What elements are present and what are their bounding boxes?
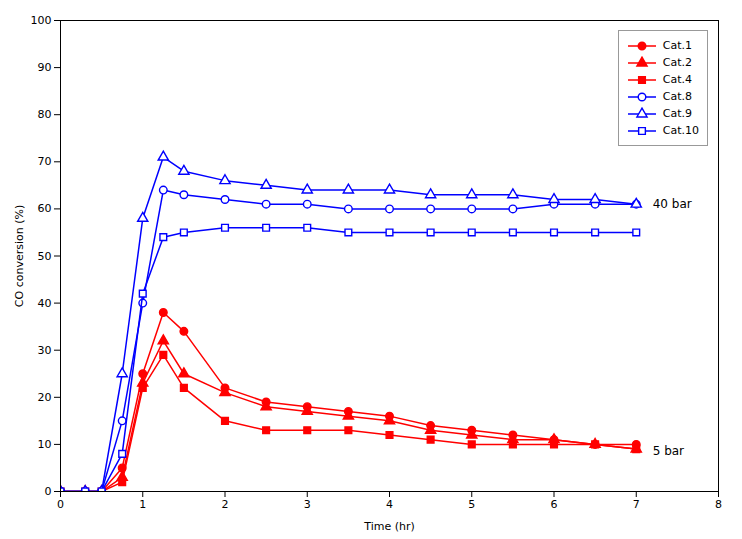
svg-text:40: 40: [38, 297, 52, 310]
html-text:Cat.4: Cat.4: [662, 73, 692, 86]
svg-text:2: 2: [222, 498, 229, 511]
html-text:Cat.9: Cat.9: [662, 107, 692, 120]
html-text:Cat.8: Cat.8: [662, 90, 692, 103]
svg-text:3: 3: [304, 498, 311, 511]
svg-text:50: 50: [38, 250, 52, 263]
svg-text:CO conversion (%): CO conversion (%): [13, 205, 26, 307]
html-text:Cat.2: Cat.2: [662, 56, 692, 69]
html-text:Cat.1: Cat.1: [662, 39, 692, 52]
svg-text:80: 80: [38, 108, 52, 121]
svg-text:30: 30: [38, 344, 52, 357]
svg-text:40 bar: 40 bar: [653, 197, 692, 211]
svg-text:1: 1: [139, 498, 146, 511]
svg-text:Time (hr): Time (hr): [363, 520, 415, 533]
svg-text:8: 8: [715, 498, 722, 511]
svg-text:90: 90: [38, 61, 52, 74]
svg-text:60: 60: [38, 202, 52, 215]
svg-text:10: 10: [38, 438, 52, 451]
svg-text:5 bar: 5 bar: [653, 444, 684, 458]
svg-text:6: 6: [551, 498, 558, 511]
svg-text:100: 100: [31, 14, 52, 27]
html-text:Cat.10: Cat.10: [662, 124, 699, 137]
svg-text:20: 20: [38, 391, 52, 404]
svg-text:5: 5: [468, 498, 475, 511]
svg-text:70: 70: [38, 155, 52, 168]
svg-text:0: 0: [45, 485, 52, 498]
svg-text:7: 7: [633, 498, 640, 511]
svg-text:0: 0: [57, 498, 64, 511]
svg-text:4: 4: [386, 498, 393, 511]
